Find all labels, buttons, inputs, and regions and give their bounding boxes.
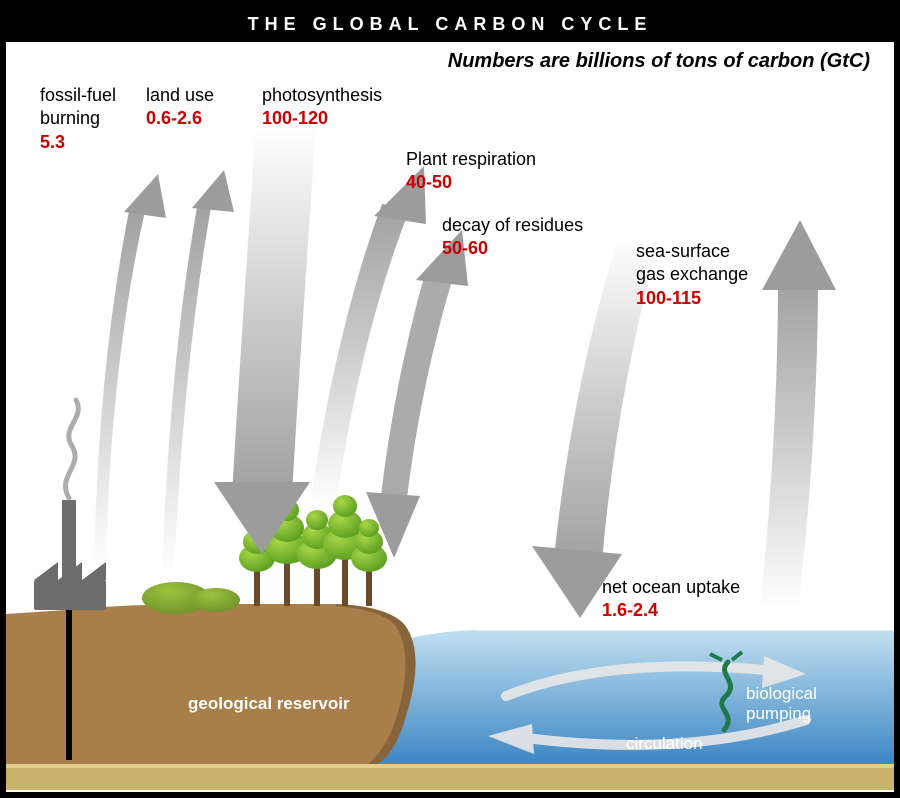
smoke [65, 400, 78, 498]
flux-net-ocean: net ocean uptake 1.6-2.4 [602, 576, 740, 623]
flux-label: land use [146, 84, 214, 107]
flux-plant-respiration: Plant respiration 40-50 [406, 148, 536, 195]
flux-label: fossil-fuelburning [40, 84, 116, 131]
flux-photosynthesis: photosynthesis 100-120 [262, 84, 382, 131]
arrow-land-use [162, 170, 234, 574]
flux-label: photosynthesis [262, 84, 382, 107]
flux-value: 40-50 [406, 171, 536, 194]
flux-fossil-fuel: fossil-fuelburning 5.3 [40, 84, 116, 154]
factory-well [66, 610, 72, 760]
label-geological-reservoir: geological reservoir [188, 694, 350, 714]
flux-value: 50-60 [442, 237, 583, 260]
flux-decay: decay of residues 50-60 [442, 214, 583, 261]
scene-svg [6, 6, 894, 792]
arrow-sea-up [760, 220, 836, 610]
flux-land-use: land use 0.6-2.6 [146, 84, 214, 131]
flux-label: decay of residues [442, 214, 583, 237]
flux-value: 5.3 [40, 131, 116, 154]
flux-value: 100-120 [262, 107, 382, 130]
flux-label: sea-surfacegas exchange [636, 240, 748, 287]
arrow-photosynthesis [214, 126, 316, 554]
flux-value: 100-115 [636, 287, 748, 310]
flux-label: net ocean uptake [602, 576, 740, 599]
arrow-fossil-fuel [94, 174, 166, 566]
diagram-canvas: THE GLOBAL CARBON CYCLE Numbers are bill… [6, 6, 894, 792]
flux-value: 1.6-2.4 [602, 599, 740, 622]
label-bio-pump: biologicalpumping [746, 684, 817, 724]
flux-value: 0.6-2.6 [146, 107, 214, 130]
label-circulation: circulation [626, 734, 703, 754]
flux-label: Plant respiration [406, 148, 536, 171]
flux-sea-exchange: sea-surfacegas exchange 100-115 [636, 240, 748, 310]
